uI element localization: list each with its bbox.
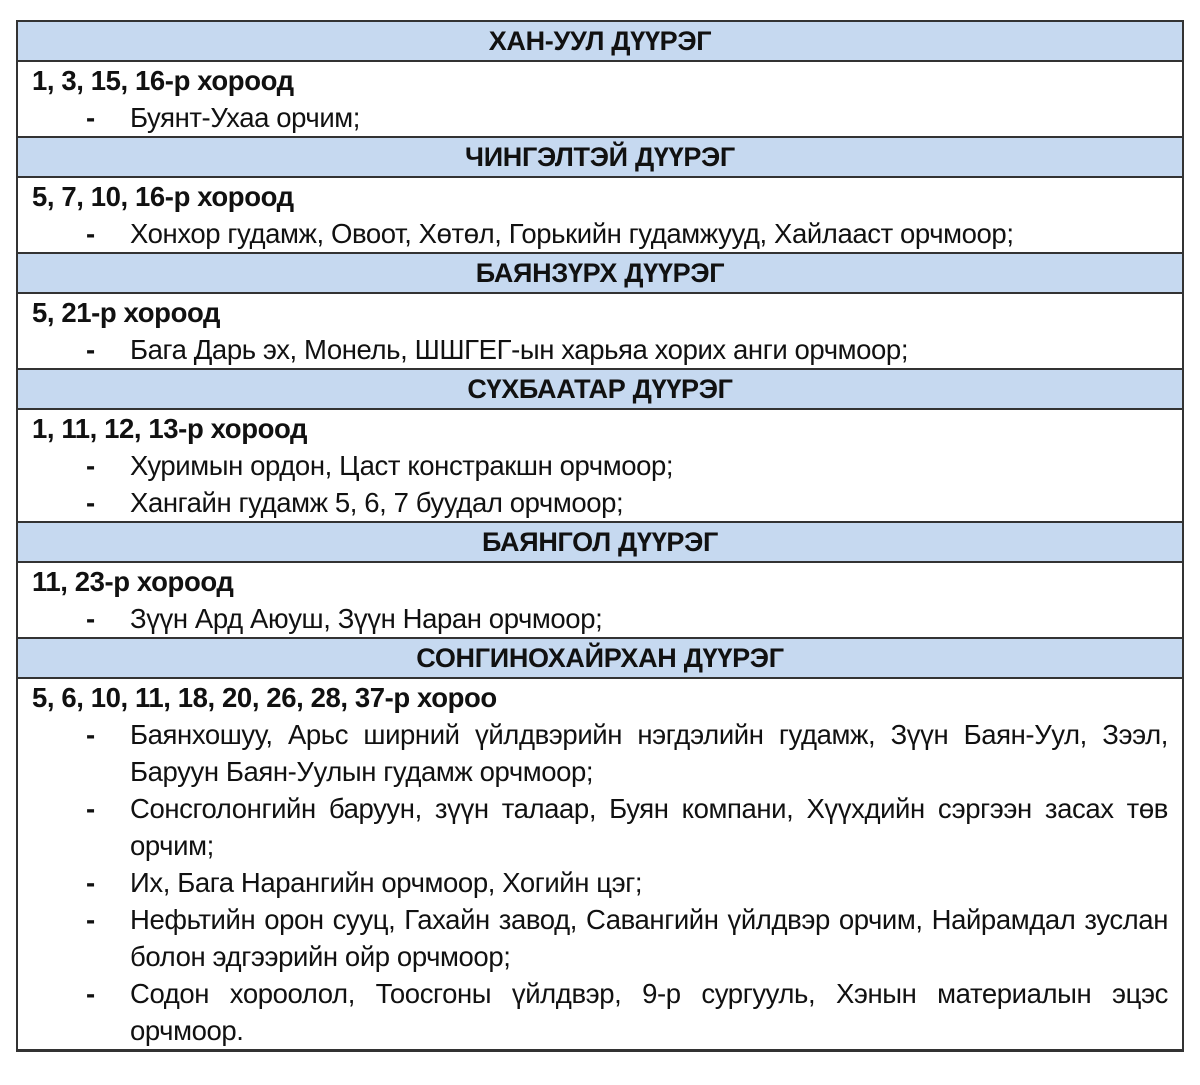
district-section: БАЯНЗҮРХ ДҮҮРЭГ 5, 21-р хороод - Бага Дарь… <box>18 254 1182 370</box>
bullet-dash: - <box>86 218 95 249</box>
district-body: 1, 3, 15, 16-р хороод - Буянт-Ухаа орчим; <box>18 62 1182 138</box>
item-text: Хонхор гудамж, Овоот, Хөтөл, Горькийн гу… <box>130 218 1014 249</box>
district-table: ХАН-УУЛ ДҮҮРЭГ 1, 3, 15, 16-р хороод - Буя… <box>16 20 1184 1052</box>
item-text: Сонсголонгийн баруун, зүүн талаар, Буян … <box>130 793 1168 861</box>
list-item: - Баянхошуу, Арьс ширний үйлдвэрийн нэгдэ… <box>32 716 1168 790</box>
list-item: - Хонхор гудамж, Овоот, Хөтөл, Горькийн г… <box>32 215 1168 252</box>
district-header: ЧИНГЭЛТЭЙ ДҮҮРЭГ <box>18 138 1182 178</box>
item-text: Зүүн Ард Аюуш, Зүүн Наран орчмоор; <box>130 603 603 634</box>
bullet-dash: - <box>86 793 95 824</box>
district-header: БАЯНЗҮРХ ДҮҮРЭГ <box>18 254 1182 294</box>
list-item: - Содон хороолол, Тоосгоны үйлдвэр, 9-р с… <box>32 975 1168 1049</box>
district-body: 5, 6, 10, 11, 18, 20, 26, 28, 37-р хороо… <box>18 679 1182 1049</box>
district-body: 11, 23-р хороод - Зүүн Ард Аюуш, Зүүн Нара… <box>18 563 1182 639</box>
district-section: ЧИНГЭЛТЭЙ ДҮҮРЭГ 5, 7, 10, 16-р хороод - Х… <box>18 138 1182 254</box>
item-text: Содон хороолол, Тоосгоны үйлдвэр, 9-р су… <box>130 978 1168 1046</box>
item-text: Баянхошуу, Арьс ширний үйлдвэрийн нэгдэл… <box>130 719 1168 787</box>
khoroo-list: 5, 7, 10, 16-р хороод <box>32 181 294 212</box>
list-item: - Хангайн гудамж 5, 6, 7 буудал орчмоор; <box>32 484 1168 521</box>
bullet-dash: - <box>86 719 95 750</box>
khoroo-list: 1, 3, 15, 16-р хороод <box>32 65 294 96</box>
item-text: Хангайн гудамж 5, 6, 7 буудал орчмоор; <box>130 487 624 518</box>
list-item: - Буянт-Ухаа орчим; <box>32 99 1168 136</box>
list-item: - Зүүн Ард Аюуш, Зүүн Наран орчмоор; <box>32 600 1168 637</box>
list-item: - Нефьтийн орон сууц, Гахайн завод, Саван… <box>32 901 1168 975</box>
khoroo-list: 1, 11, 12, 13-р хороод <box>32 413 308 444</box>
khoroo-list: 5, 21-р хороод <box>32 297 221 328</box>
bullet-dash: - <box>86 603 95 634</box>
list-item: - Хуримын ордон, Цаст констракшн орчмоор; <box>32 447 1168 484</box>
khoroo-list: 11, 23-р хороод <box>32 566 234 597</box>
bullet-dash: - <box>86 487 95 518</box>
bullet-dash: - <box>86 334 95 365</box>
district-body: 1, 11, 12, 13-р хороод - Хуримын ордон, Ца… <box>18 410 1182 523</box>
item-text: Буянт-Ухаа орчим; <box>130 102 361 133</box>
list-item: - Их, Бага Нарангийн орчмоор, Хогийн цэг; <box>32 864 1168 901</box>
item-text: Нефьтийн орон сууц, Гахайн завод, Саванг… <box>130 904 1168 972</box>
item-text: Их, Бага Нарангийн орчмоор, Хогийн цэг; <box>130 867 643 898</box>
item-text: Хуримын ордон, Цаст констракшн орчмоор; <box>130 450 674 481</box>
item-text: Бага Дарь эх, Монель, ШШГЕГ-ын харьяа хо… <box>130 334 909 365</box>
bullet-dash: - <box>86 450 95 481</box>
bullet-dash: - <box>86 102 95 133</box>
khoroo-list: 5, 6, 10, 11, 18, 20, 26, 28, 37-р хороо <box>32 682 497 713</box>
list-item: - Сонсголонгийн баруун, зүүн талаар, Буян… <box>32 790 1168 864</box>
district-header: ХАН-УУЛ ДҮҮРЭГ <box>18 22 1182 62</box>
district-section: ХАН-УУЛ ДҮҮРЭГ 1, 3, 15, 16-р хороод - Буя… <box>18 22 1182 138</box>
bullet-dash: - <box>86 867 95 898</box>
district-section: БАЯНГОЛ ДҮҮРЭГ 11, 23-р хороод - Зүүн Ард … <box>18 523 1182 639</box>
district-header: БАЯНГОЛ ДҮҮРЭГ <box>18 523 1182 563</box>
bullet-dash: - <box>86 904 95 935</box>
district-header: СҮХБААТАР ДҮҮРЭГ <box>18 370 1182 410</box>
bullet-dash: - <box>86 978 95 1009</box>
list-item: - Бага Дарь эх, Монель, ШШГЕГ-ын харьяа х… <box>32 331 1168 368</box>
district-section: СҮХБААТАР ДҮҮРЭГ 1, 11, 12, 13-р хороод -… <box>18 370 1182 523</box>
district-body: 5, 7, 10, 16-р хороод - Хонхор гудамж, Ово… <box>18 178 1182 254</box>
district-section: СОНГИНОХАЙРХАН ДҮҮРЭГ 5, 6, 10, 11, 18, … <box>18 639 1182 1049</box>
district-header: СОНГИНОХАЙРХАН ДҮҮРЭГ <box>18 639 1182 679</box>
district-body: 5, 21-р хороод - Бага Дарь эх, Монель, ШШГ… <box>18 294 1182 370</box>
